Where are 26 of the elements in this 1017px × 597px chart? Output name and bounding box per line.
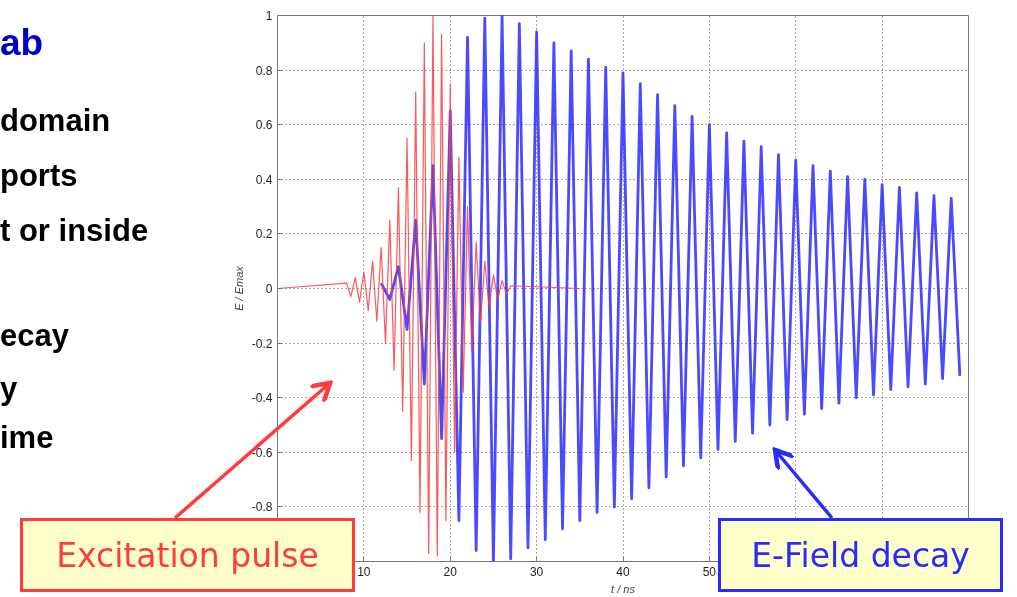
y-tick-label: -0.6 xyxy=(251,445,273,460)
annotation: Excitation pulse xyxy=(20,518,355,592)
y-tick-label: 0.6 xyxy=(255,118,273,133)
x-tick-label: 10 xyxy=(357,564,371,579)
text: ecay xyxy=(0,318,69,354)
text: ab xyxy=(0,22,44,64)
x-tick-label: 50 xyxy=(702,564,717,579)
x-tick-label: 40 xyxy=(616,564,630,579)
text: t or inside xyxy=(0,213,149,249)
text: y xyxy=(0,371,18,407)
text: ports xyxy=(0,158,78,194)
text: domain xyxy=(0,103,111,139)
y-tick-label: 0.4 xyxy=(255,172,273,187)
y-tick-label: 0.8 xyxy=(255,63,273,78)
y-tick-label: -0.2 xyxy=(251,336,273,351)
y-tick-label: -0.8 xyxy=(251,500,273,515)
text: ime xyxy=(0,420,54,456)
y-tick-label: 1 xyxy=(265,9,273,23)
y-axis-title: E / Emax xyxy=(232,265,245,311)
x-axis-title: t / ns xyxy=(611,582,636,595)
x-tick-label: 20 xyxy=(443,564,458,579)
y-tick-label: 0.2 xyxy=(255,227,273,242)
y-tick-label: -0.4 xyxy=(251,391,273,406)
y-tick-label: 0 xyxy=(265,282,273,296)
x-tick-label: 30 xyxy=(529,564,544,579)
annotation: E-Field decay xyxy=(718,518,1003,592)
